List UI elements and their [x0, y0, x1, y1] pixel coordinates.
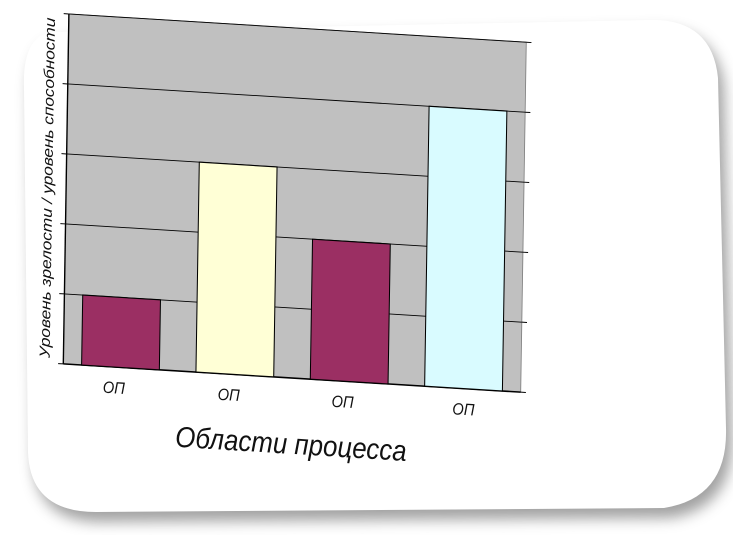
x-tick-label-1: ОП: [103, 379, 126, 398]
y-axis-title: Уровень зрелости / уровень способности: [37, 17, 58, 360]
bars: [81, 105, 508, 392]
x-tick-label-2: ОП: [217, 386, 240, 405]
bar-3: [309, 238, 391, 385]
x-tick-label-3: ОП: [331, 393, 354, 412]
bar-4: [424, 105, 508, 392]
bar-1: [81, 294, 162, 371]
x-tick-label-4: ОП: [452, 400, 475, 419]
axis-ticks: [58, 13, 532, 393]
bar-2: [195, 161, 278, 378]
gridline: [68, 13, 527, 43]
y-axis-line: [62, 13, 70, 364]
